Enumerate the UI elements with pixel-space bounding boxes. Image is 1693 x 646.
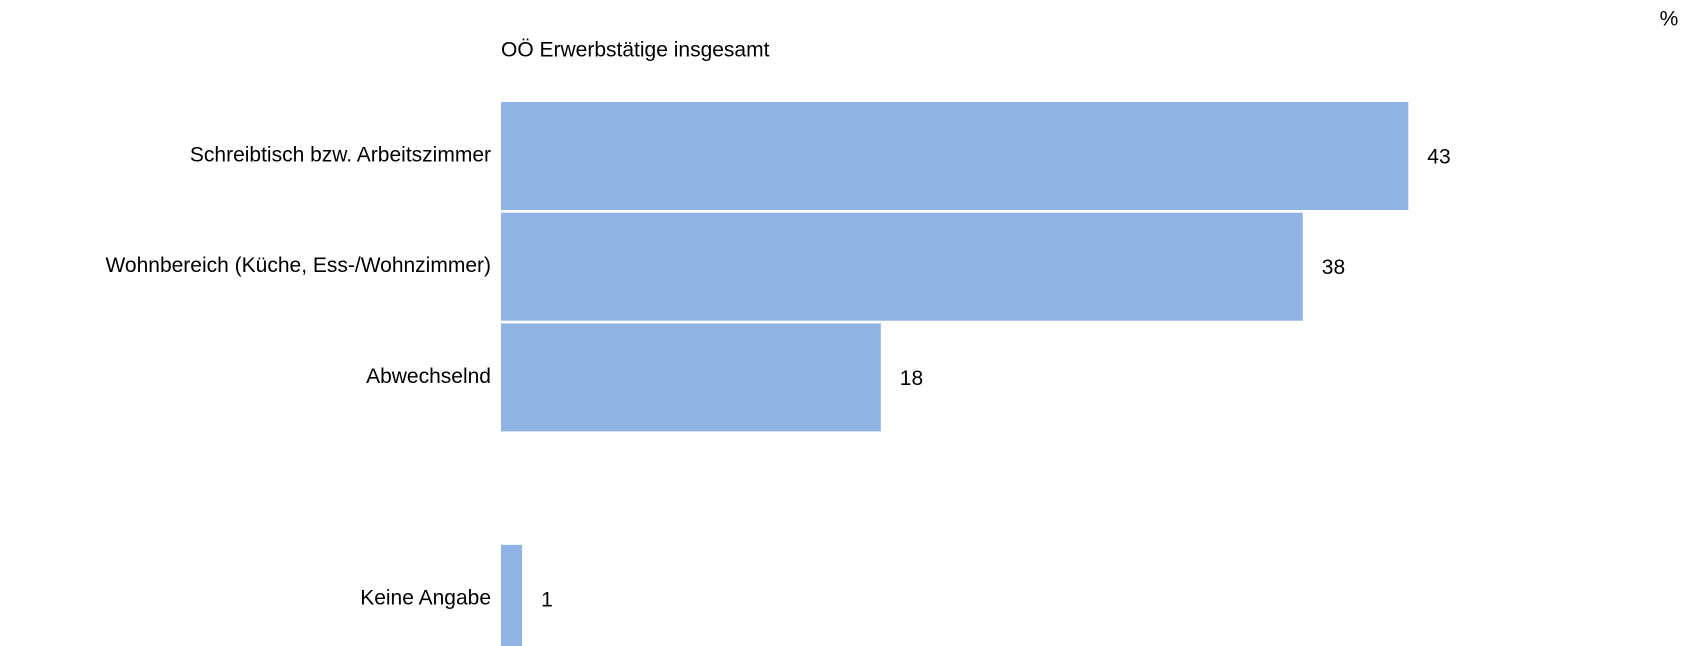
category-label: Wohnbereich (Küche, Ess-/Wohnzimmer) <box>105 254 491 277</box>
bar <box>501 323 881 432</box>
bar <box>501 102 1409 210</box>
bar <box>501 544 523 646</box>
unit-label: % <box>1660 8 1679 31</box>
category-label: Schreibtisch bzw. Arbeitszimmer <box>190 144 491 167</box>
category-label: Abwechselnd <box>366 365 491 388</box>
value-label: 18 <box>900 367 923 390</box>
value-label: 38 <box>1322 256 1345 279</box>
category-label: Keine Angabe <box>360 586 491 609</box>
bar <box>501 212 1303 321</box>
chart-subtitle: OÖ Erwerbstätige insgesamt <box>501 39 770 62</box>
value-label: 1 <box>541 588 553 611</box>
value-label: 43 <box>1427 146 1450 169</box>
